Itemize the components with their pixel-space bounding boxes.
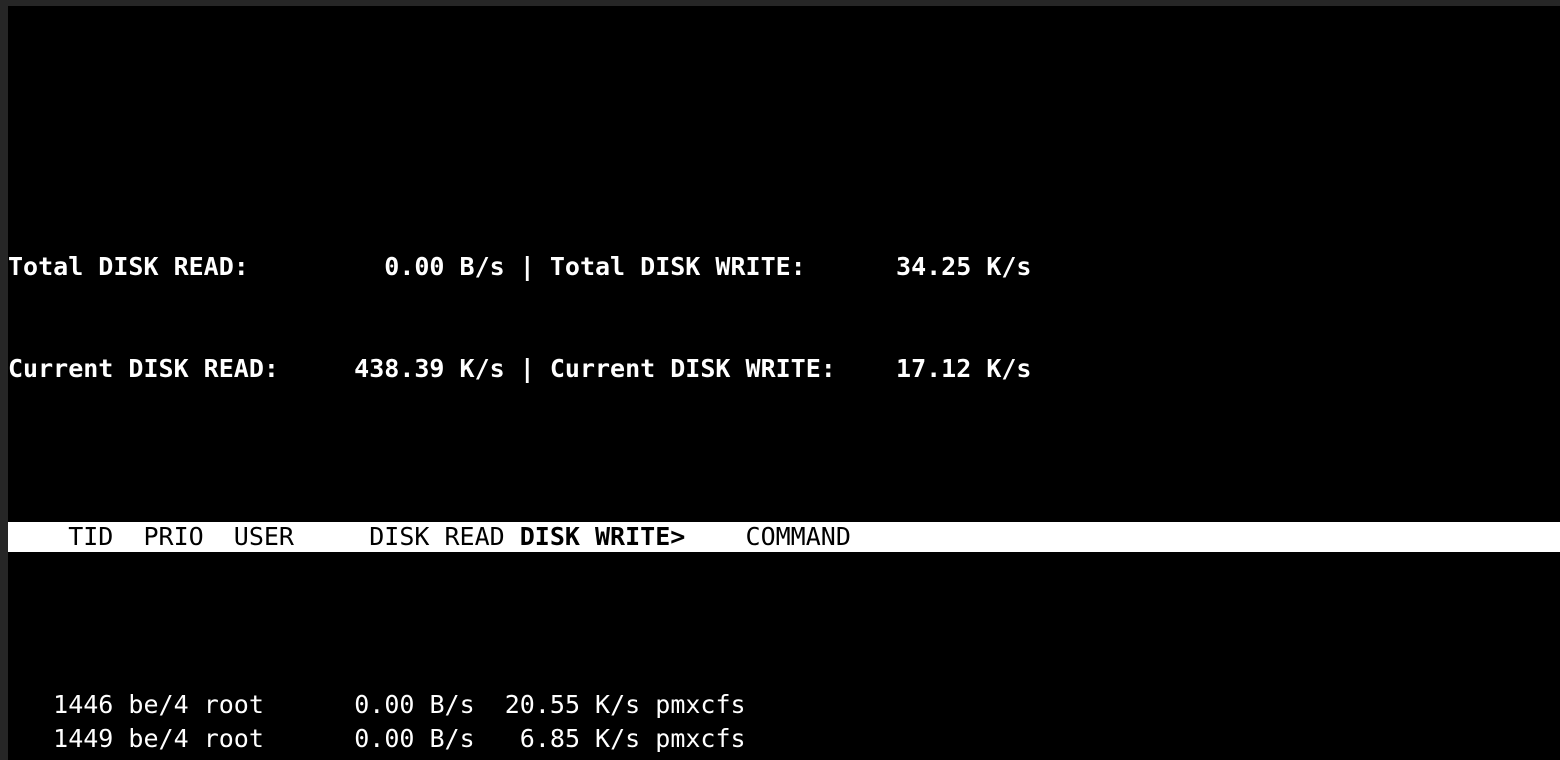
cell-user: root bbox=[204, 758, 324, 760]
cell-disk-write: 6.85 K/s bbox=[490, 758, 656, 760]
summary-line-current: Current DISK READ: 438.39 K/s | Current … bbox=[8, 352, 1560, 386]
cell-disk-write: 20.55 K/s bbox=[489, 690, 656, 719]
cell-command: pmxcfs bbox=[655, 758, 745, 760]
process-table-body[interactable]: 1446 be/4 root 0.00 B/s 20.55 K/s pmxcfs… bbox=[8, 688, 1560, 760]
cell-prio: be/4 bbox=[128, 690, 204, 719]
table-row[interactable]: 1450 be/4 root 0.00 B/s 6.85 K/s pmxcfs bbox=[8, 756, 1560, 760]
summary-line-total: Total DISK READ: 0.00 B/s | Total DISK W… bbox=[8, 250, 1560, 284]
cell-disk-read: 0.00 B/s bbox=[324, 690, 490, 719]
cell-user: root bbox=[203, 724, 325, 753]
column-header-left: TID PRIO USER DISK READ bbox=[8, 522, 520, 551]
cell-prio: be/4 bbox=[128, 758, 203, 760]
cell-tid: 1450 bbox=[8, 758, 128, 760]
cell-tid: 1446 bbox=[8, 690, 129, 719]
table-row[interactable]: 1446 be/4 root 0.00 B/s 20.55 K/s pmxcfs bbox=[8, 688, 1560, 722]
cell-tid: 1449 bbox=[8, 724, 129, 753]
table-column-header[interactable]: TID PRIO USER DISK READ DISK WRITE> COMM… bbox=[8, 522, 1560, 552]
table-row[interactable]: 1449 be/4 root 0.00 B/s 6.85 K/s pmxcfs bbox=[8, 722, 1560, 756]
cell-disk-read: 0.00 B/s bbox=[324, 724, 490, 753]
column-header-command: COMMAND bbox=[685, 522, 851, 551]
cell-command: pmxcfs bbox=[655, 724, 746, 753]
cell-command: pmxcfs bbox=[655, 690, 746, 719]
cell-user: root bbox=[203, 690, 325, 719]
column-header-sort-disk-write[interactable]: DISK WRITE> bbox=[519, 522, 686, 551]
cell-disk-read: 0.00 B/s bbox=[324, 758, 490, 760]
cell-disk-write: 6.85 K/s bbox=[489, 724, 656, 753]
cell-prio: be/4 bbox=[128, 724, 204, 753]
top-padding bbox=[8, 108, 1560, 114]
terminal-screen[interactable]: Total DISK READ: 0.00 B/s | Total DISK W… bbox=[8, 6, 1560, 760]
